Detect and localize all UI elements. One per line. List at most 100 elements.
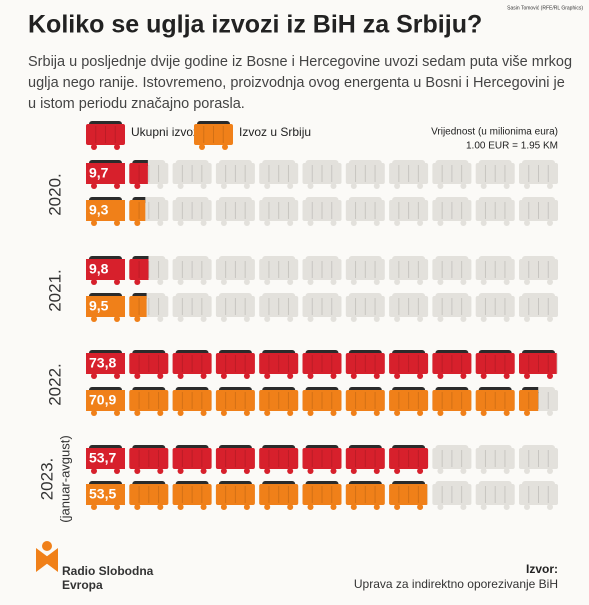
wagon-body bbox=[519, 484, 558, 505]
wagon-wheel bbox=[330, 504, 337, 510]
wagon-wheel bbox=[503, 373, 510, 379]
wagon-wheel bbox=[307, 373, 314, 379]
value-label: 53,5 bbox=[89, 486, 116, 502]
wagon-row-empty bbox=[86, 256, 558, 285]
wagon-wheel bbox=[200, 410, 207, 416]
wagon-wheel bbox=[264, 410, 271, 416]
wagon-wheel bbox=[114, 468, 120, 474]
wagon-body bbox=[519, 390, 539, 411]
wagon-wheel bbox=[373, 410, 380, 416]
wagon-wheel bbox=[220, 220, 227, 226]
wagon-wheel bbox=[417, 504, 424, 510]
wagon-wheel bbox=[264, 220, 271, 226]
wagon-wheel bbox=[524, 316, 530, 322]
bar bbox=[86, 350, 557, 379]
wagon-wheel bbox=[350, 410, 357, 416]
wagon-wheel bbox=[417, 410, 424, 416]
legend-label: Izvoz u Srbiju bbox=[239, 125, 311, 139]
wagon-body bbox=[215, 296, 255, 317]
wagon-body bbox=[345, 200, 385, 221]
wagon-wheel bbox=[394, 183, 401, 189]
value-label-bg bbox=[86, 484, 125, 505]
category-label: 2021. bbox=[45, 269, 64, 312]
wagon-wheel bbox=[373, 279, 380, 285]
wagon-wheel bbox=[307, 220, 314, 226]
wagon-wheel bbox=[307, 410, 314, 416]
value-label-bg bbox=[86, 353, 125, 374]
wagon-wheel bbox=[503, 316, 510, 322]
wagon-wheel bbox=[394, 220, 401, 226]
wagon-wheel bbox=[524, 410, 530, 416]
wagon-wheel bbox=[177, 183, 184, 189]
wagon-wheel bbox=[394, 279, 401, 285]
wagon-wheel bbox=[220, 183, 227, 189]
wagon-body bbox=[302, 484, 342, 505]
wagon-body bbox=[86, 124, 125, 145]
wagon-body bbox=[389, 296, 429, 317]
wagon-wheel bbox=[524, 183, 530, 189]
wagon-wheel bbox=[114, 316, 120, 322]
wagon-body bbox=[519, 163, 558, 184]
wagon-wheel bbox=[373, 220, 380, 226]
wagon-wheel bbox=[134, 373, 141, 379]
wagon-wheel bbox=[350, 220, 357, 226]
wagon-wheel bbox=[547, 220, 553, 226]
wagon-body bbox=[389, 484, 428, 505]
wagon-wheel bbox=[394, 504, 401, 510]
wagon-body bbox=[432, 390, 472, 411]
value-label: 9,3 bbox=[89, 202, 109, 218]
wagon-wheel bbox=[220, 279, 227, 285]
value-label: 9,5 bbox=[89, 298, 109, 314]
wagon-body bbox=[432, 200, 472, 221]
wagon-wheel bbox=[243, 316, 250, 322]
value-label-bg bbox=[86, 259, 125, 280]
wagon-wheel bbox=[307, 468, 314, 474]
subtitle: u istom periodu značajno porasla. bbox=[28, 96, 245, 112]
wagon-body bbox=[259, 163, 299, 184]
wagon-body bbox=[302, 163, 342, 184]
wagon-body bbox=[432, 163, 472, 184]
category-label: 2023. bbox=[37, 458, 56, 501]
wagon-wheel bbox=[157, 220, 164, 226]
wagon-wheel bbox=[220, 373, 227, 379]
wagon-wheel bbox=[114, 183, 120, 189]
wagon-wheel bbox=[220, 316, 227, 322]
wagon-wheel bbox=[547, 468, 553, 474]
wagon-body bbox=[345, 390, 385, 411]
wagon-wheel bbox=[547, 316, 553, 322]
wagon-body bbox=[215, 200, 255, 221]
wagon-wheel bbox=[157, 373, 164, 379]
bar bbox=[86, 387, 539, 416]
wagon-wheel bbox=[220, 468, 227, 474]
wagon-wheel bbox=[114, 410, 120, 416]
wagon-wheel bbox=[547, 373, 553, 379]
wagon-wheel bbox=[91, 279, 97, 285]
wagon-wheel bbox=[134, 279, 141, 285]
wagon-wheel bbox=[264, 504, 271, 510]
wagon-wheel bbox=[437, 183, 444, 189]
wagon-body bbox=[345, 163, 385, 184]
wagon-wheel bbox=[243, 504, 250, 510]
wagon-wheel bbox=[437, 504, 444, 510]
wagon-wheel bbox=[350, 373, 357, 379]
wagon-wheel bbox=[547, 410, 553, 416]
wagon-wheel bbox=[547, 279, 553, 285]
brand: Radio Slobodna bbox=[62, 564, 154, 578]
wagon-body bbox=[302, 353, 342, 374]
credit: Sasin Tomović (RFE/RL Graphics) bbox=[507, 5, 583, 11]
wagon-wheel bbox=[417, 373, 424, 379]
wagon-wheel bbox=[330, 316, 337, 322]
wagon-wheel bbox=[460, 468, 467, 474]
wagon-wheel bbox=[394, 373, 401, 379]
wagon-body bbox=[215, 353, 255, 374]
wagon-body bbox=[475, 259, 515, 280]
wagon-wheel bbox=[480, 183, 487, 189]
wagon-wheel bbox=[264, 373, 271, 379]
wagon-body bbox=[345, 353, 385, 374]
category-label: 2020. bbox=[45, 173, 64, 216]
wagon-body bbox=[475, 163, 515, 184]
wagon-body bbox=[129, 296, 147, 317]
wagon-wheel bbox=[220, 504, 227, 510]
wagon-wheel bbox=[460, 316, 467, 322]
wagon-body bbox=[519, 353, 557, 374]
